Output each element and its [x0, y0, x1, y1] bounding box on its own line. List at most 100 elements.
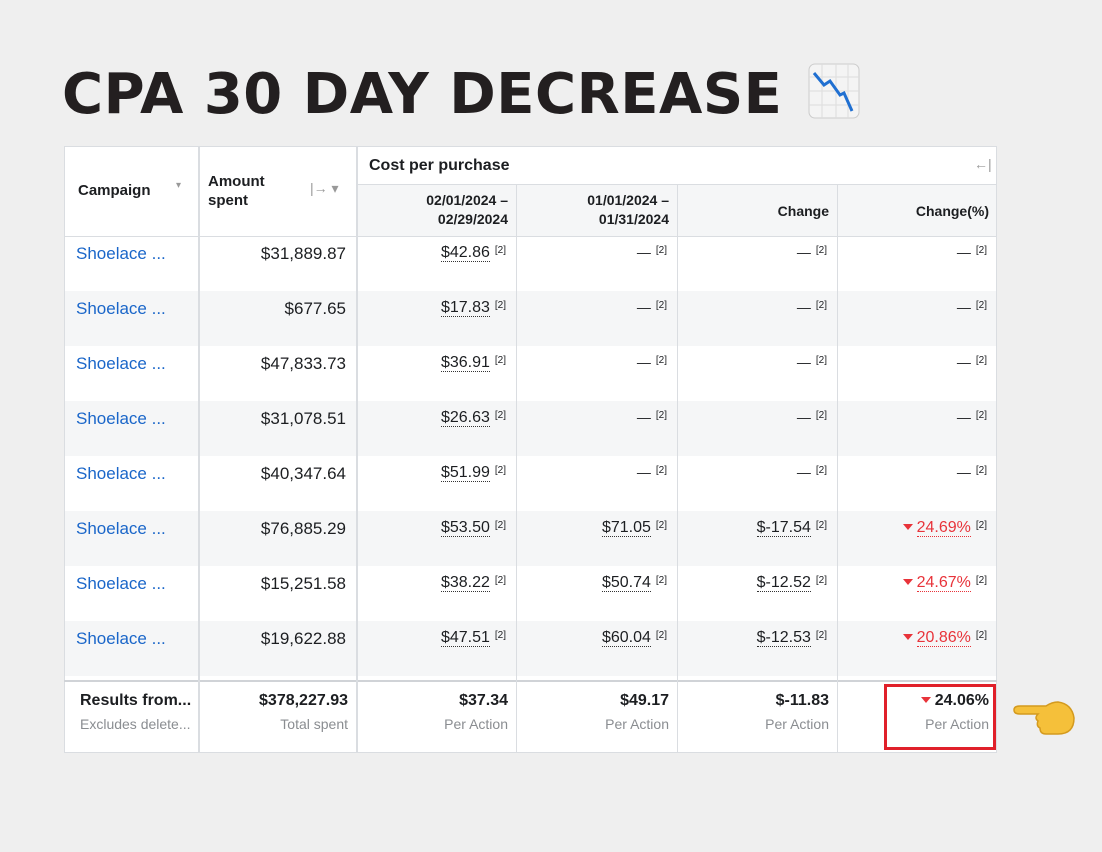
value: $71.05 [601, 519, 651, 537]
footer-value: $49.17 [516, 692, 669, 710]
footer-value: $378,227.93 [198, 692, 348, 710]
pointing-hand-icon [1013, 701, 1075, 735]
value: $51.99 [440, 464, 490, 482]
cell: $36.91 [2] [356, 354, 506, 372]
footer-cell: $378,227.93 Total spent [198, 692, 348, 732]
footnote: [2] [655, 245, 667, 256]
amount: $15,251.58 [260, 574, 346, 593]
amount: $47,833.73 [260, 354, 346, 373]
value: — [796, 299, 811, 315]
campaign-link: Shoelace ... [76, 244, 166, 263]
border [64, 680, 997, 682]
chart-down-icon [808, 63, 860, 119]
group-header: Cost per purchase [369, 157, 510, 174]
value: — [636, 299, 651, 315]
value: $36.91 [440, 354, 490, 372]
cell: 24.67% [2] [837, 574, 987, 592]
amount: $31,889.87 [260, 244, 346, 263]
footer-sub: Total spent [280, 716, 348, 732]
cell: $17.83 [2] [356, 299, 506, 317]
footnote: [2] [494, 520, 506, 531]
footnote: [2] [975, 520, 987, 531]
footnote: [2] [655, 355, 667, 366]
cell: — [2] [516, 464, 667, 480]
footnote: [2] [655, 300, 667, 311]
cell: — [2] [677, 354, 827, 370]
value: $47.51 [440, 629, 490, 647]
table: Campaign ▾ Amount spent |→ ▾ Cost per purcha… [64, 146, 997, 753]
column-border [837, 184, 838, 753]
footnote: [2] [494, 300, 506, 311]
cell: — [2] [516, 354, 667, 370]
footer-value: $37.34 [356, 692, 508, 710]
header-bg [356, 184, 997, 236]
down-arrow [902, 579, 913, 585]
value: $49.17 [620, 692, 669, 709]
value: $26.63 [440, 409, 490, 427]
value: — [796, 464, 811, 480]
column-border [677, 184, 678, 753]
amount: $76,885.29 [260, 519, 346, 538]
column-header: Campaign [78, 182, 151, 199]
footnote: [2] [975, 355, 987, 366]
footer-sublabel: Excludes delete... [80, 716, 191, 732]
sort-icon: ▾ [176, 180, 182, 191]
footnote: [2] [975, 410, 987, 421]
amount: $677.65 [284, 299, 346, 318]
cell: $51.99 [2] [356, 464, 506, 482]
highlight-box [884, 684, 996, 750]
cell: $47.51 [2] [356, 629, 506, 647]
value: — [956, 464, 971, 480]
column-header: Change(%) [915, 203, 989, 219]
column-header: 01/01/2024 – 01/31/2024 [587, 192, 669, 227]
value: — [956, 299, 971, 315]
cell: — [2] [677, 244, 827, 260]
value: $50.74 [601, 574, 651, 592]
footnote: [2] [975, 465, 987, 476]
value: — [796, 244, 811, 260]
footnote: [2] [655, 410, 667, 421]
cell: — [2] [837, 244, 987, 260]
value: 24.67% [916, 574, 971, 592]
value: 24.06% [934, 692, 989, 709]
footer-label: Results from... [80, 692, 192, 709]
footnote: [2] [815, 300, 827, 311]
cell: — [2] [516, 299, 667, 315]
value: — [956, 354, 971, 370]
amount: $19,622.88 [260, 629, 346, 648]
footer-value: $-11.83 [677, 692, 829, 710]
footer-cell: 24.06% Per Action [837, 692, 989, 732]
cell: $38.22 [2] [356, 574, 506, 592]
value: $60.04 [601, 629, 651, 647]
cell: — [2] [837, 299, 987, 315]
cell: — [2] [677, 409, 827, 425]
row-bg [64, 621, 997, 676]
cell: $50.74 [2] [516, 574, 667, 592]
footnote: [2] [815, 355, 827, 366]
column-border [516, 184, 517, 753]
footnote: [2] [815, 630, 827, 641]
value: — [636, 244, 651, 260]
value: — [956, 244, 971, 260]
footnote: [2] [655, 575, 667, 586]
cell: — [2] [837, 409, 987, 425]
campaign-link: Shoelace ... [76, 354, 166, 373]
cell: — [2] [837, 464, 987, 480]
column-header: Change [777, 203, 829, 219]
row-bg [64, 291, 997, 346]
cell: $26.63 [2] [356, 409, 506, 427]
value: — [796, 409, 811, 425]
footnote: [2] [494, 630, 506, 641]
cell: — [2] [837, 354, 987, 370]
cell: 20.86% [2] [837, 629, 987, 647]
value: $38.22 [440, 574, 490, 592]
cell: — [2] [516, 409, 667, 425]
cell: $71.05 [2] [516, 519, 667, 537]
footnote: [2] [815, 520, 827, 531]
value: — [636, 409, 651, 425]
footnote: [2] [655, 465, 667, 476]
cell: $-17.54 [2] [677, 519, 827, 537]
footer-sub: Per Action [605, 716, 669, 732]
campaign-link: Shoelace ... [76, 574, 166, 593]
